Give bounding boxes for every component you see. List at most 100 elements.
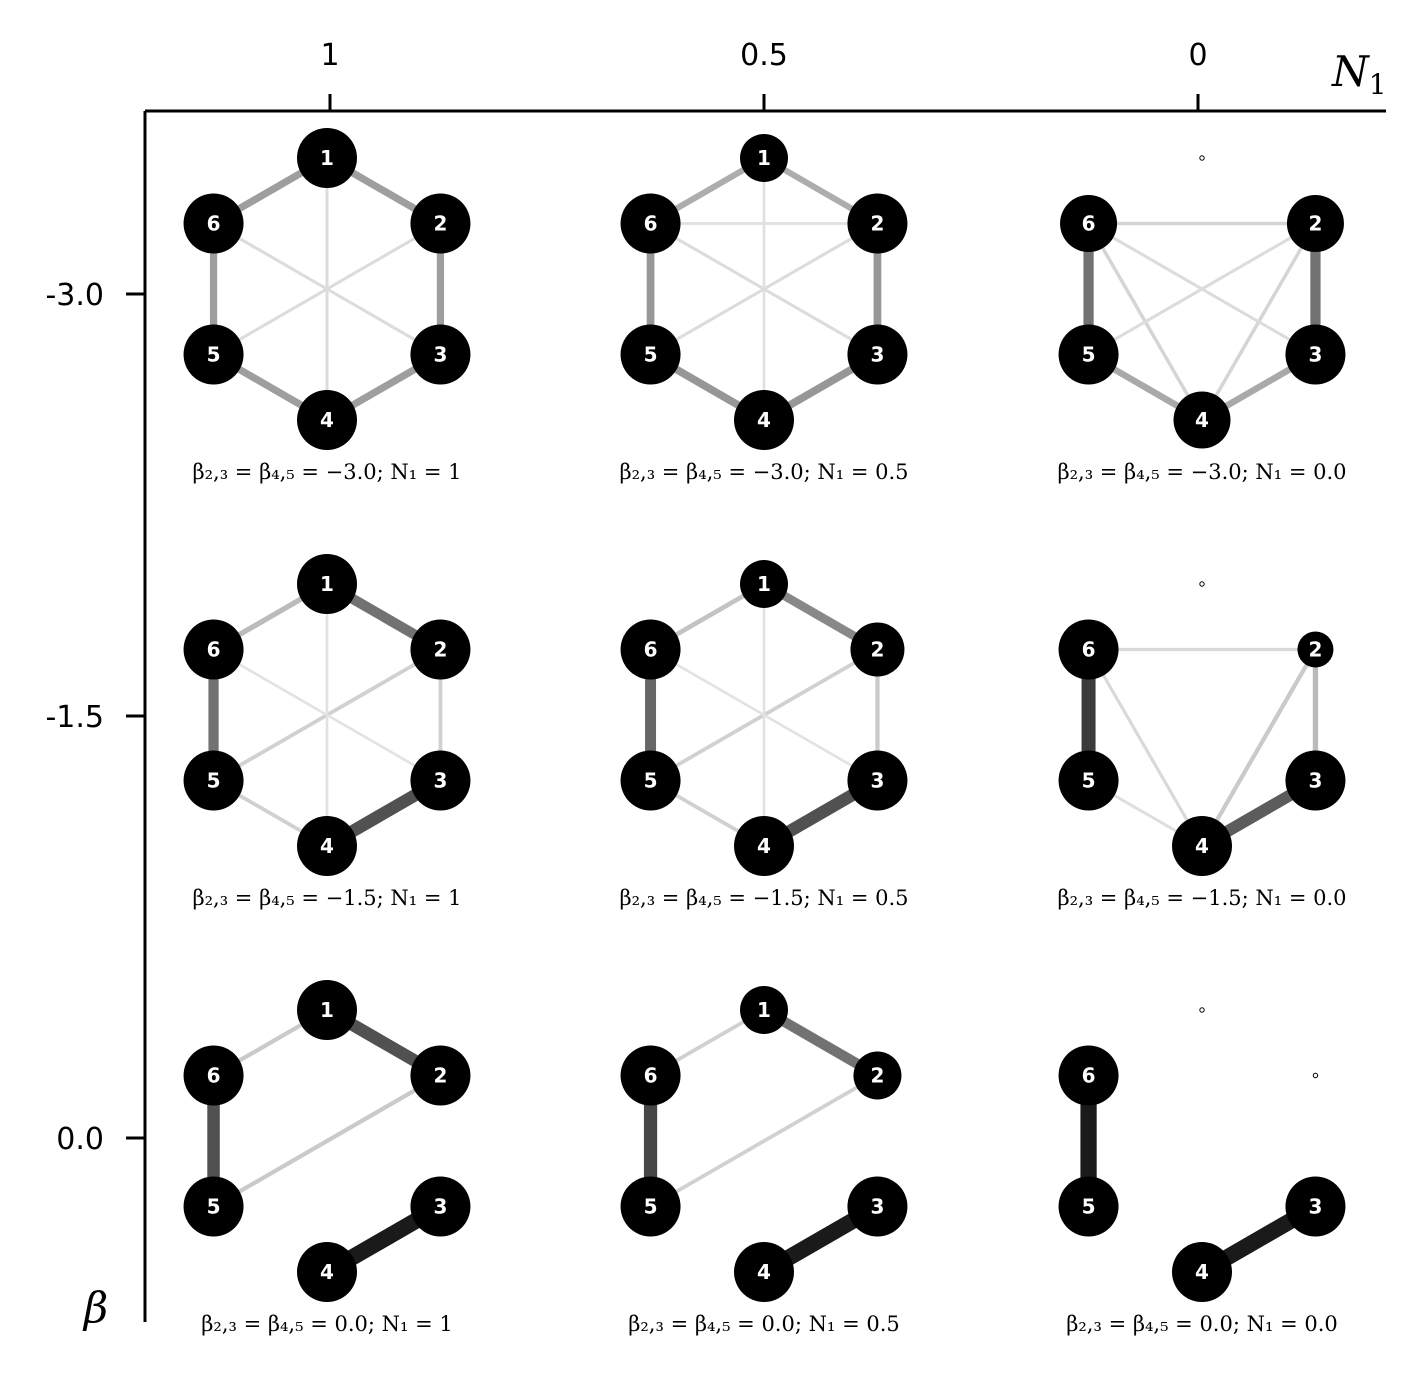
graph-node [183,1176,244,1237]
panel-caption: β₂,₃ = β₄,₅ = −3.0; N₁ = 0.5 [619,460,908,484]
graph-node [410,1045,471,1106]
node-label: 6 [644,638,658,662]
graph-panel: 1 2 3 4 5 6 β₂,₃ = β₄,₅ = −3.0; N₁ = 0.5 [619,134,909,484]
node-label: 4 [1195,834,1209,858]
panel-caption: β₂,₃ = β₄,₅ = −1.5; N₁ = 0.5 [619,886,908,910]
graph-node [1058,1176,1119,1237]
left-axis: -3.0 -1.5 0.0 β [45,111,147,1332]
graph-node [620,1176,681,1237]
node-label: 5 [1082,1195,1096,1219]
node-label: 4 [320,1260,334,1284]
graph-node [183,193,244,254]
top-tick-label: 0 [1188,38,1207,73]
top-tick-label: 0.5 [740,38,788,73]
node-label: 2 [870,1064,884,1088]
graph-node [740,134,788,182]
graph-node [297,128,357,188]
node-label: 5 [644,343,658,367]
graph-node [734,816,794,876]
graph-node [1173,391,1231,449]
graph-node [297,554,357,614]
graph-node [734,390,794,450]
graph-node [1199,155,1205,161]
graph-node [847,193,908,254]
graph-panel: 2 3 4 5 6 β₂,₃ = β₄,₅ = −3.0; N₁ = 0.0 [1057,155,1347,484]
graph-node [740,986,788,1034]
graph-node [410,750,471,811]
graph-node [740,560,788,608]
node-label: 4 [757,408,771,432]
graph-panel: 1 2 3 4 5 6 β₂,₃ = β₄,₅ = −3.0; N₁ = 1 [183,128,471,484]
graph-edge [212,1073,442,1209]
graph-node [410,324,471,385]
node-label: 6 [207,638,221,662]
graph-node [297,390,357,450]
node-label: 6 [644,212,658,236]
node-label: 3 [1308,343,1322,367]
graph-node [183,1045,244,1106]
top-tick-label: 1 [320,38,339,73]
node-label: 3 [1308,769,1322,793]
graph-edge [649,648,879,782]
node-label: 2 [1308,212,1322,236]
graph-node [1172,1242,1232,1302]
node-label: 4 [320,408,334,432]
graph-node [847,324,908,385]
graph-node [734,1242,794,1302]
node-label: 1 [757,572,771,596]
graph-panel: 1 2 3 4 5 6 β₂,₃ = β₄,₅ = 0.0; N₁ = 1 [183,980,471,1336]
graph-node [1285,1176,1346,1237]
graph-node [620,1045,681,1106]
graph-panel: 1 2 3 4 5 6 β₂,₃ = β₄,₅ = −1.5; N₁ = 0.5 [619,560,909,910]
node-label: 2 [870,212,884,236]
graph-node [183,750,244,811]
node-label: 1 [320,572,334,596]
node-label: 3 [870,1195,884,1219]
graph-node [183,324,244,385]
node-label: 6 [1082,212,1096,236]
graph-node [1312,1072,1319,1079]
graph-edge [1087,222,1317,356]
panel-caption: β₂,₃ = β₄,₅ = 0.0; N₁ = 0.0 [1066,1312,1337,1336]
graph-panel: 2 3 4 5 6 β₂,₃ = β₄,₅ = −1.5; N₁ = 0.0 [1057,581,1347,910]
graph-edge [649,1073,879,1209]
node-label: 2 [433,212,447,236]
graph-edge [212,648,442,782]
graph-node [410,619,471,680]
node-label: 5 [1082,343,1096,367]
graph-node [620,324,681,385]
node-label: 6 [1082,1064,1096,1088]
graph-node [183,619,244,680]
panel-caption: β₂,₃ = β₄,₅ = −3.0; N₁ = 0.0 [1057,460,1346,484]
node-label: 3 [870,769,884,793]
node-label: 5 [207,343,221,367]
graph-node [847,1176,908,1237]
graph-node [1285,324,1346,385]
graph-node [1199,1007,1205,1013]
node-label: 3 [433,769,447,793]
graph-node [1286,195,1344,252]
panel-caption: β₂,₃ = β₄,₅ = −1.5; N₁ = 1 [192,886,461,910]
graph-panel: 3 4 5 6 β₂,₃ = β₄,₅ = 0.0; N₁ = 0.0 [1058,1007,1346,1336]
node-label: 6 [207,212,221,236]
node-label: 5 [207,769,221,793]
node-label: 4 [320,834,334,858]
node-label: 2 [433,638,447,662]
node-label: 2 [433,1064,447,1088]
graph-edge [1087,648,1204,847]
node-label: 5 [1082,769,1096,793]
node-label: 4 [757,1260,771,1284]
panel-caption: β₂,₃ = β₄,₅ = −1.5; N₁ = 0.0 [1057,886,1346,910]
graph-node [1297,631,1334,668]
node-label: 2 [870,638,884,662]
left-tick-label: -1.5 [45,700,104,735]
node-label: 2 [1308,638,1322,662]
node-label: 5 [644,1195,658,1219]
graph-edge [649,222,879,356]
left-tick-label: 0.0 [56,1122,104,1157]
panel-caption: β₂,₃ = β₄,₅ = −3.0; N₁ = 1 [192,460,461,484]
node-label: 4 [1195,1260,1209,1284]
graph-node [1058,1045,1119,1106]
graph-node [620,619,681,680]
